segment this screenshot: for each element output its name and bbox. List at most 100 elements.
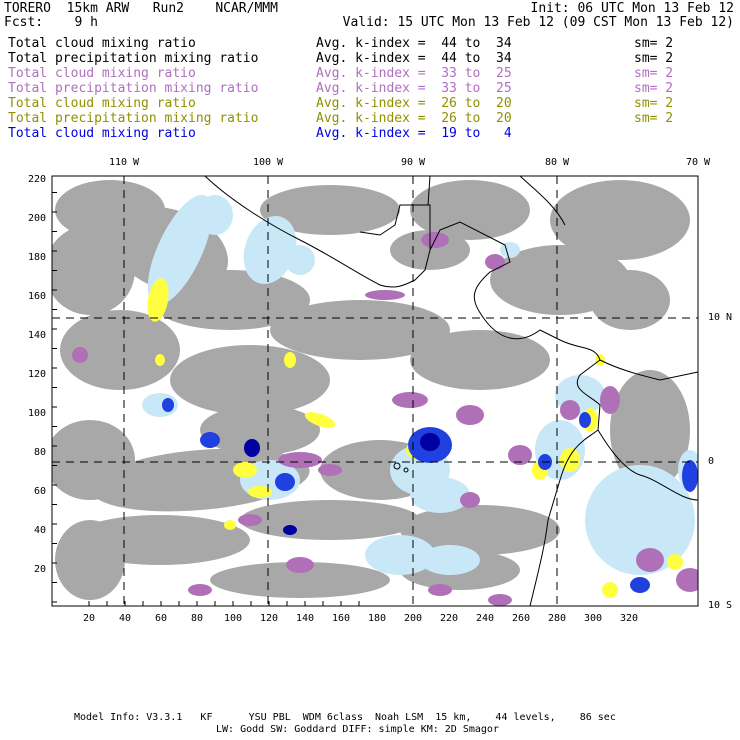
coastline-4 (427, 175, 431, 206)
cloud-purple-2 (365, 290, 405, 300)
cloud-purple-17 (428, 584, 452, 596)
x-tick-7: 160 (331, 613, 351, 624)
cloud-lightblue-7 (420, 545, 480, 575)
legend-field-5: Total precipitation mixing ratio (8, 111, 259, 126)
cloud-purple-18 (460, 492, 480, 508)
cloud-yellow-7 (560, 448, 580, 472)
cloud-core-6 (682, 460, 698, 492)
x-tick-3: 80 (190, 613, 204, 624)
legend-index-2: Avg. k-index = 33 to 25 (316, 66, 512, 81)
cloud-purple-13 (286, 557, 314, 573)
legend-field-3: Total precipitation mixing ratio (8, 81, 259, 96)
cloud-core-3 (244, 439, 260, 457)
cloud-yellow-2 (304, 412, 336, 428)
x-tick-0: 20 (82, 613, 96, 624)
cloud-gray-12 (590, 270, 670, 330)
x-tick-6: 140 (295, 613, 315, 624)
cloud-lightblue-1 (197, 195, 233, 235)
cloud-purple-15 (72, 347, 88, 363)
cloud-purple-11 (636, 548, 664, 572)
cloud-gray-8 (270, 300, 450, 360)
cloud-gray-18 (400, 505, 560, 555)
cloud-gray-14 (52, 420, 135, 500)
y-tick-8: 60 (33, 486, 46, 497)
coastline-1 (599, 359, 699, 381)
cloud-yellow-10 (602, 582, 618, 598)
cloud-purple-16 (188, 584, 212, 596)
field-layer (52, 180, 698, 606)
y-tick-0: 220 (27, 174, 46, 185)
y-tick-10: 20 (33, 564, 46, 575)
cloud-yellow-0 (147, 278, 169, 322)
lon-label-1: 100 W (252, 157, 284, 168)
x-tick-8: 180 (367, 613, 387, 624)
y-tick-1: 200 (27, 213, 46, 224)
x-tick-1: 40 (118, 613, 132, 624)
cloud-purple-1 (485, 254, 505, 270)
cloud-core-9 (283, 525, 297, 535)
forecast-hour: Fcst: 9 h (4, 15, 98, 30)
cloud-purple-4 (456, 405, 484, 425)
cloud-gray-3 (150, 270, 310, 330)
legend-index-6: Avg. k-index = 19 to 4 (316, 126, 512, 141)
legend-field-4: Total cloud mixing ratio (8, 96, 196, 111)
lat-label-0: 10 N (708, 312, 733, 323)
galapagos-island-2 (403, 467, 409, 473)
coastline-5 (519, 175, 566, 226)
legend-index-3: Avg. k-index = 33 to 25 (316, 81, 512, 96)
cloud-yellow-1 (284, 352, 296, 368)
cloud-yellow-9 (667, 554, 683, 570)
cloud-core-2 (200, 432, 220, 448)
y-tick-4: 140 (27, 330, 46, 341)
cloud-purple-14 (488, 594, 512, 606)
y-tick-5: 120 (27, 369, 46, 380)
cloud-yellow-3 (233, 462, 257, 478)
y-tick-9: 40 (33, 525, 46, 536)
cloud-purple-12 (676, 568, 698, 592)
physics-info: LW: Godd SW: Goddard DIFF: simple KM: 2D… (216, 724, 499, 735)
x-tick-5: 120 (259, 613, 279, 624)
legend-index-5: Avg. k-index = 26 to 20 (316, 111, 512, 126)
x-tick-4: 100 (223, 613, 243, 624)
legend-field-2: Total cloud mixing ratio (8, 66, 196, 81)
map-frame (51, 175, 699, 607)
x-tick-15: 320 (619, 613, 639, 624)
cloud-lightblue-8 (585, 465, 695, 575)
y-tick-6: 100 (27, 408, 46, 419)
lon-label-2: 90 W (400, 157, 426, 168)
x-tick-9: 200 (403, 613, 423, 624)
cloud-purple-7 (238, 514, 262, 526)
cloud-lightblue-0 (147, 194, 213, 306)
legend-field-1: Total precipitation mixing ratio (8, 51, 259, 66)
cloud-gray-11 (410, 330, 550, 390)
cloud-gray-6 (550, 180, 690, 260)
legend-sm-1: sm= 2 (634, 51, 674, 66)
legend-index-4: Avg. k-index = 26 to 20 (316, 96, 512, 111)
x-tick-14: 300 (583, 613, 603, 624)
cloud-gray-22 (610, 370, 690, 490)
cloud-lightblue-3 (285, 245, 315, 275)
cloud-core-5 (162, 398, 174, 412)
cloud-lightblue-2 (243, 216, 297, 284)
cloud-gray-20 (210, 562, 390, 598)
cloud-gray-23 (200, 405, 320, 455)
cloud-gray-4 (260, 185, 400, 235)
legend-sm-4: sm= 2 (634, 96, 674, 111)
cloud-gray-5 (410, 180, 530, 240)
coastline-0 (204, 175, 601, 607)
x-tick-11: 240 (475, 613, 495, 624)
x-tick-13: 280 (547, 613, 567, 624)
init-time: Init: 06 UTC Mon 13 Feb 12 (530, 1, 735, 16)
legend-index-1: Avg. k-index = 44 to 34 (316, 51, 512, 66)
cloud-yellow-4 (248, 486, 272, 498)
cloud-purple-8 (508, 445, 532, 465)
cloud-core-7 (579, 412, 591, 428)
cloud-purple-6 (318, 464, 342, 476)
legend-sm-5: sm= 2 (634, 111, 674, 126)
y-tick-2: 180 (27, 252, 46, 263)
y-tick-3: 160 (27, 291, 46, 302)
legend-field-6: Total cloud mixing ratio (8, 126, 196, 141)
lat-label-1: 0 (708, 456, 715, 467)
cloud-core-4 (275, 473, 295, 491)
